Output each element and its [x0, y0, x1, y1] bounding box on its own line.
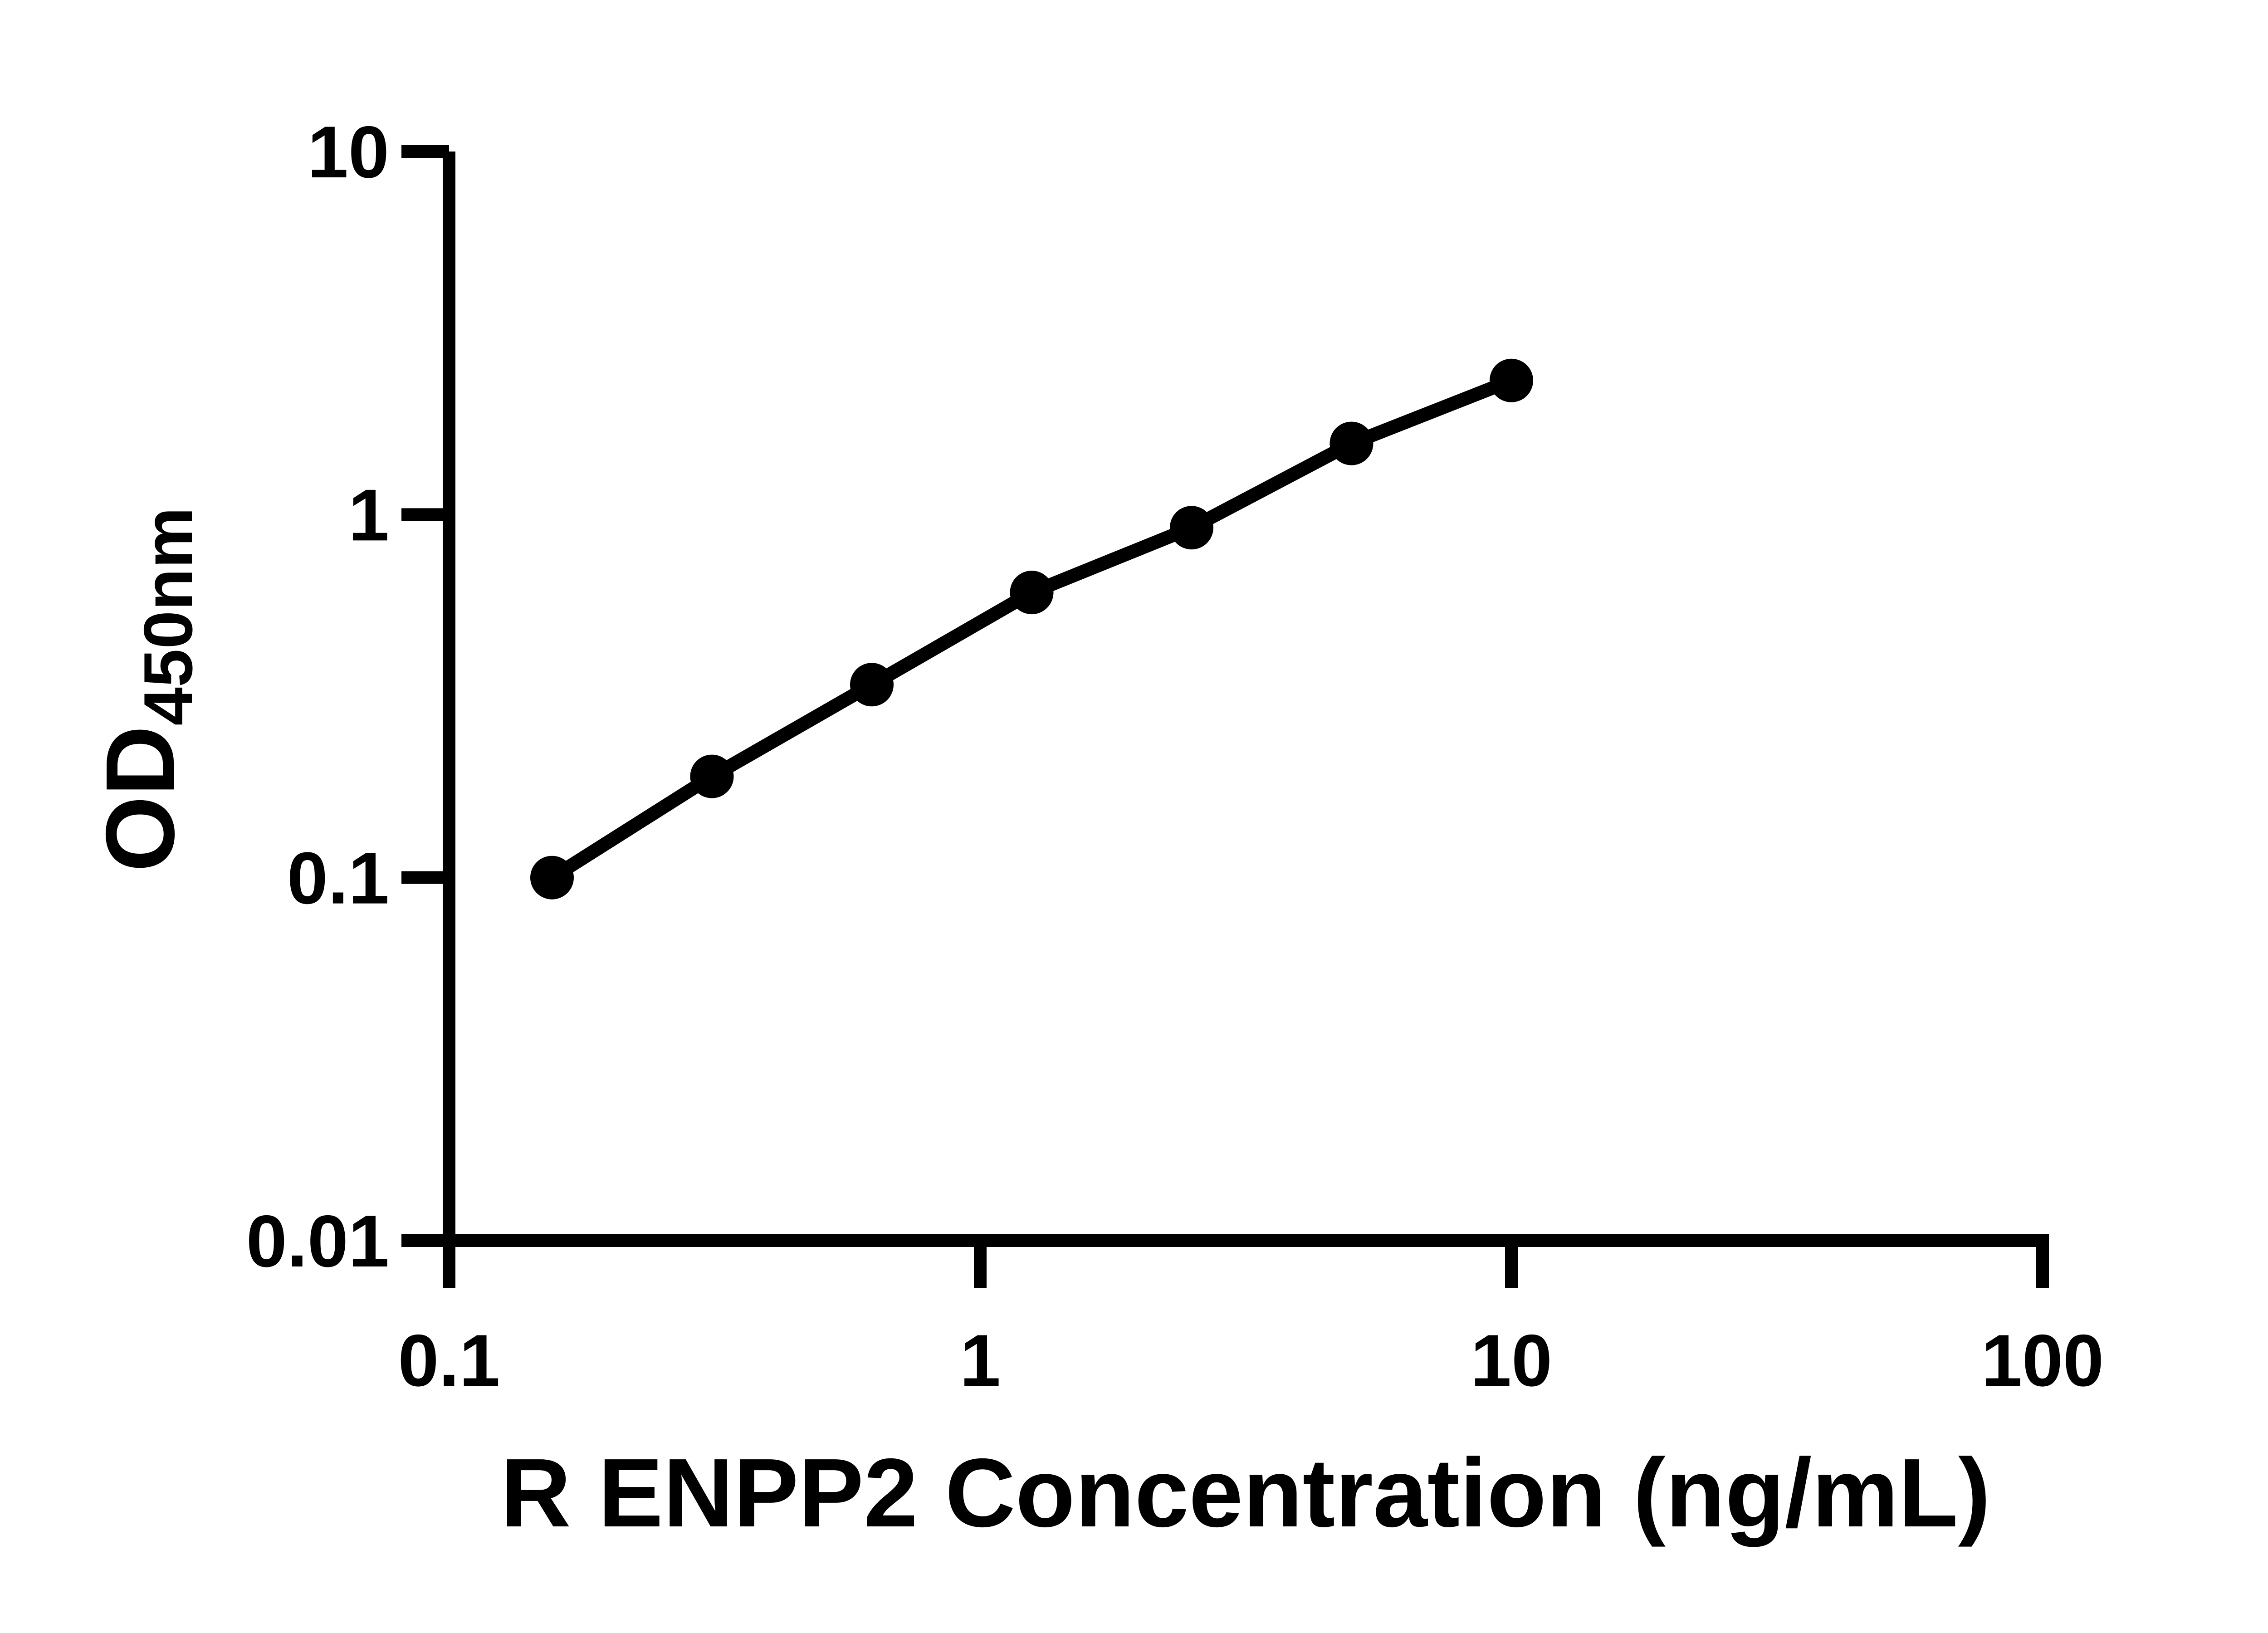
- x-axis-tick-labels: 0.1 1 10 100: [398, 1320, 2104, 1402]
- y-axis-title-main: OD: [85, 726, 195, 872]
- x-tick-label: 1: [960, 1320, 1001, 1402]
- x-axis-title: R ENPP2 Concentration (ng/mL): [501, 1438, 1991, 1547]
- data-point-marker: [690, 754, 734, 798]
- y-axis-title-subscript: 450nm: [130, 507, 207, 726]
- y-tick-label: 0.01: [246, 1200, 389, 1282]
- data-point-marker: [1330, 421, 1374, 465]
- data-point-marker: [1010, 571, 1054, 615]
- x-tick-label: 10: [1471, 1320, 1552, 1402]
- x-tick-label: 0.1: [398, 1320, 500, 1402]
- y-axis-title: OD450nm: [85, 507, 207, 872]
- x-axis-ticks: [443, 1241, 2049, 1288]
- data-point-marker: [1490, 358, 1533, 402]
- y-tick-label: 10: [308, 111, 389, 193]
- y-tick-label: 0.1: [287, 837, 389, 919]
- y-axis-tick-labels: 0.01 0.1 1 10: [246, 111, 389, 1282]
- data-point-marker: [530, 856, 574, 900]
- y-tick-label: 1: [348, 474, 389, 556]
- y-axis-ticks: [401, 145, 449, 1247]
- data-point-layer: [530, 358, 1533, 900]
- x-tick-label: 100: [1981, 1320, 2104, 1402]
- data-point-marker: [1170, 506, 1213, 550]
- data-point-marker: [850, 663, 894, 707]
